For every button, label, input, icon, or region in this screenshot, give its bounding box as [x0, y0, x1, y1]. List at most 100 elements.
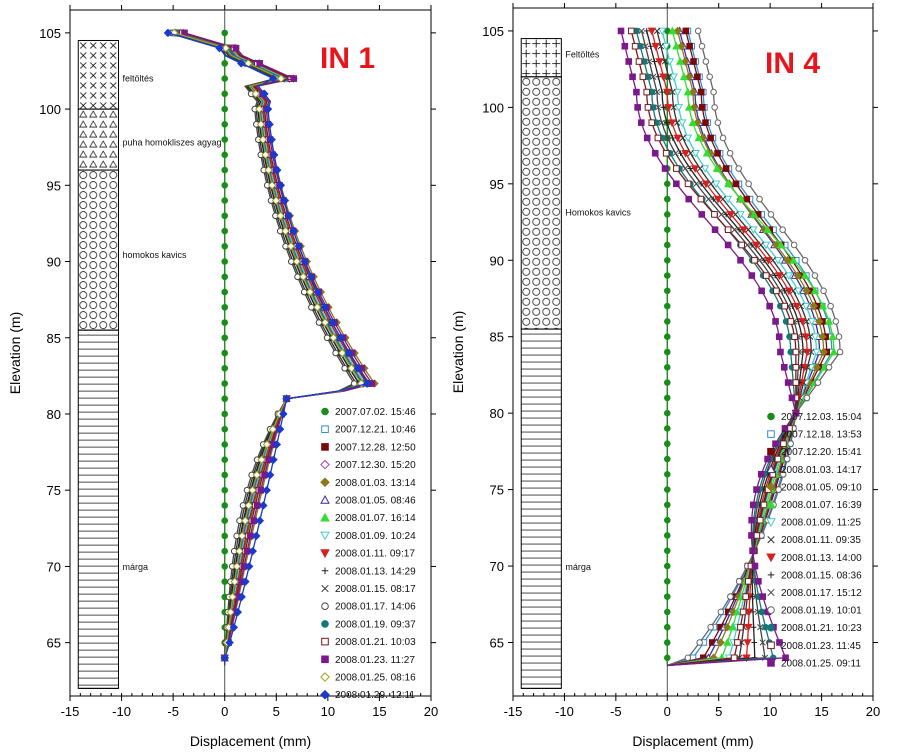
- series-point: [643, 88, 651, 96]
- series-point: [682, 165, 689, 172]
- series-point: [685, 195, 693, 203]
- legend-marker: [321, 637, 329, 646]
- plot-frame: [512, 7, 874, 697]
- series-point: [674, 104, 683, 112]
- series-point: [221, 471, 229, 479]
- legend-label: 2008.01.23. 11:45: [781, 641, 861, 652]
- y-tick-label: 80: [47, 407, 61, 422]
- legend-marker: [767, 412, 775, 421]
- series-point: [635, 58, 643, 65]
- series-point: [719, 134, 727, 142]
- series-point: [781, 302, 788, 310]
- legend-label: 2008.01.03. 14:17: [781, 465, 862, 476]
- series-line: [630, 30, 797, 667]
- series-point: [237, 59, 246, 68]
- series-point: [792, 363, 800, 371]
- series-point: [292, 257, 302, 266]
- y-tick-label: 95: [490, 177, 504, 192]
- series-point: [221, 273, 229, 281]
- series-point: [724, 179, 733, 188]
- series-point: [260, 89, 269, 99]
- series-16: [169, 28, 366, 666]
- series-point: [794, 287, 803, 296]
- series-point: [777, 348, 784, 356]
- series-point: [736, 226, 742, 233]
- series-point: [634, 104, 641, 111]
- series-point: [702, 148, 712, 157]
- series-point: [663, 272, 671, 279]
- legend-item: 2007.12.20. 15:41: [767, 447, 862, 458]
- series-point: [232, 44, 240, 52]
- y-tick-label: 70: [490, 559, 504, 574]
- series-point: [653, 88, 661, 96]
- legend-marker: [766, 553, 776, 563]
- soil-layer: [520, 38, 562, 78]
- series-point: [663, 88, 672, 97]
- y-tick-label: 90: [490, 253, 504, 268]
- series-point: [694, 73, 701, 81]
- series-point: [791, 333, 798, 341]
- legend-marker: [320, 549, 330, 559]
- series-point: [271, 196, 281, 205]
- series-point: [661, 165, 669, 172]
- series-point: [221, 60, 229, 67]
- series-point: [663, 409, 671, 417]
- legend-marker: [767, 659, 775, 667]
- series-point: [629, 73, 636, 81]
- soil-layer-label: márga: [565, 562, 591, 572]
- x-tick-label: -15: [61, 704, 80, 719]
- series-point: [698, 104, 706, 111]
- series-line: [646, 30, 804, 667]
- legend-marker: [766, 482, 776, 492]
- series-point: [752, 241, 761, 250]
- y-axis-title: Elevation (m): [7, 312, 23, 394]
- legend-marker: [767, 588, 775, 597]
- chart-panel-in1: feltöltés puha homokliszes agyag homokos k…: [7, 5, 438, 749]
- soil-layer: [77, 169, 119, 331]
- series-point: [221, 90, 229, 98]
- y-tick-label: 65: [47, 636, 61, 651]
- series-point: [663, 256, 671, 264]
- legend-marker: [320, 672, 330, 682]
- series-point: [657, 27, 667, 36]
- legend-item: 2007.12.18. 13:53: [767, 430, 862, 441]
- series-point: [647, 27, 657, 36]
- series-point: [276, 181, 285, 190]
- series-point: [722, 622, 732, 632]
- series-point: [265, 120, 274, 129]
- series-point: [701, 180, 711, 189]
- series-point: [811, 272, 819, 279]
- series-point: [669, 73, 678, 82]
- series-point: [812, 348, 821, 357]
- y-tick-label: 75: [490, 483, 504, 498]
- legend-label: 2007.12.30. 15:20: [335, 460, 416, 471]
- legend-item: 2008.01.29. 12:11: [320, 689, 415, 701]
- legend-item: 2008.01.17. 15:12: [767, 588, 862, 599]
- series-point: [244, 562, 254, 571]
- series-point: [730, 654, 738, 662]
- series-point: [279, 409, 288, 419]
- series-point: [714, 119, 722, 126]
- series-point: [774, 455, 782, 463]
- y-tick-label: 70: [47, 559, 61, 574]
- series-point: [663, 455, 671, 463]
- legend-label: 2008.01.29. 12:11: [335, 690, 415, 701]
- series-point: [801, 256, 809, 264]
- legend-label: 2008.01.19. 10:01: [781, 606, 862, 617]
- legend-item: 2008.01.11. 09:35: [767, 535, 861, 546]
- series-point: [244, 501, 253, 510]
- series-point: [780, 363, 788, 371]
- legend-item: 2008.01.11. 09:17: [320, 549, 415, 560]
- legend-marker: [767, 623, 775, 632]
- x-tick-label: -10: [112, 704, 131, 719]
- series-point: [221, 349, 229, 357]
- series-point: [807, 363, 816, 372]
- series-point: [655, 104, 662, 111]
- series-point: [255, 104, 264, 114]
- series-point: [664, 119, 670, 126]
- series-point: [221, 425, 229, 433]
- series-point: [264, 165, 273, 175]
- series-point: [221, 441, 229, 448]
- legend-marker: [321, 443, 329, 451]
- series-point: [328, 318, 337, 327]
